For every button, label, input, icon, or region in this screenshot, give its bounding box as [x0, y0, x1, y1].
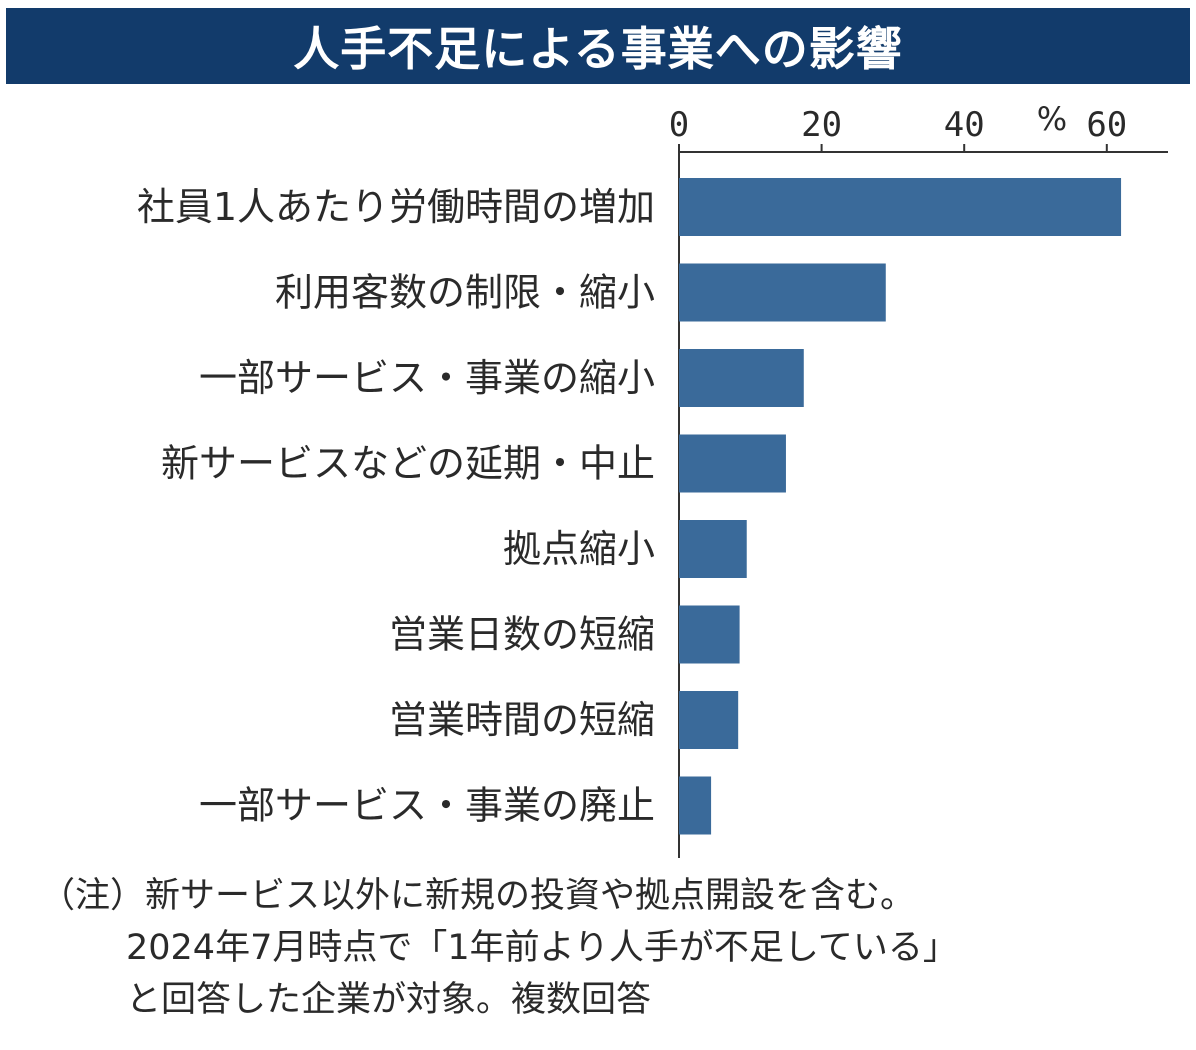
category-label: 営業時間の短縮	[389, 698, 655, 742]
x-tick-label: 0	[669, 105, 689, 145]
category-label: 新サービスなどの延期・中止	[161, 442, 655, 486]
x-axis-unit-label: %	[1037, 100, 1067, 138]
bar	[679, 263, 886, 322]
chart-title-bar: 人手不足による事業への影響	[6, 8, 1190, 84]
chart-title: 人手不足による事業への影響	[293, 22, 903, 76]
x-tick-label: 40	[944, 105, 985, 145]
category-label: 社員1人あたり労働時間の増加	[137, 185, 655, 229]
category-label: 拠点縮小	[503, 527, 655, 571]
category-label: 一部サービス・事業の廃止	[199, 784, 655, 828]
bar	[679, 691, 739, 749]
note-line-2: 2024年7月時点で「1年前より人手が不足している」	[126, 928, 958, 968]
bar	[679, 520, 747, 578]
bar	[679, 349, 804, 407]
category-label: 利用客数の制限・縮小	[275, 271, 655, 315]
bar	[679, 776, 712, 835]
x-tick-label: 20	[801, 105, 842, 145]
bar-chart: 0 20 40 60% 社員1人あたり労働時間の増加利用客数の制限・縮小一部サービス・事…	[137, 100, 1168, 858]
bar	[679, 605, 740, 664]
bar	[679, 434, 786, 493]
category-label: 営業日数の短縮	[389, 613, 655, 657]
note-line-3: と回答した企業が対象。複数回答	[126, 980, 652, 1020]
category-label: 一部サービス・事業の縮小	[199, 356, 655, 400]
x-tick-label: 60	[1086, 105, 1127, 145]
note-line-1: （注）新サービス以外に新規の投資や拠点開設を含む。	[40, 876, 916, 916]
bar	[679, 178, 1122, 236]
chart-notes: （注）新サービス以外に新規の投資や拠点開設を含む。 2024年7月時点で「1年前…	[40, 870, 1180, 1026]
